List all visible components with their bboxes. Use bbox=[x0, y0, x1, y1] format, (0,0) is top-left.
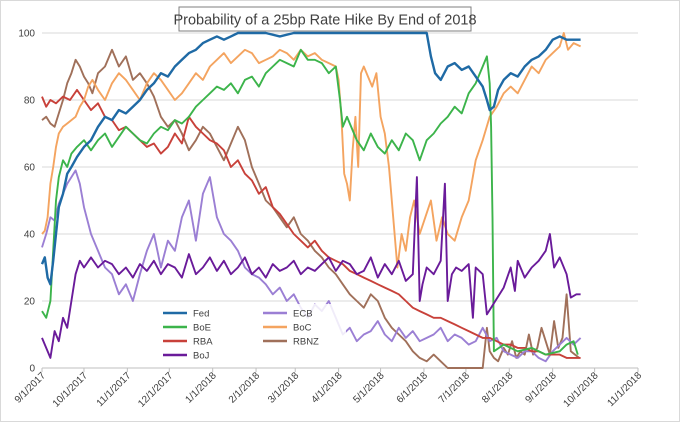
plot-area bbox=[40, 31, 582, 369]
y-tick-label: 80 bbox=[24, 96, 36, 107]
chart-title: Probability of a 25bp Rate Hike By End o… bbox=[173, 13, 476, 29]
y-tick-label: 20 bbox=[24, 297, 36, 308]
series-line-boj bbox=[41, 176, 581, 359]
legend-label-ecb: ECB bbox=[293, 309, 313, 320]
y-tick-label: 60 bbox=[24, 163, 36, 174]
series-line-rbnz bbox=[41, 48, 580, 369]
y-tick-label: 40 bbox=[24, 230, 36, 241]
y-tick-label: 100 bbox=[18, 29, 35, 40]
legend-label-boj: BoJ bbox=[193, 351, 210, 362]
series-line-fed bbox=[40, 31, 581, 286]
legend-label-fed: Fed bbox=[193, 309, 209, 320]
series-line-ecb bbox=[41, 169, 582, 363]
legend: Fed ECB BoE BoC RBA RBNZ BoJ bbox=[158, 304, 346, 362]
legend-label-boc: BoC bbox=[293, 323, 312, 334]
legend-box bbox=[158, 304, 346, 362]
legend-label-boe: BoE bbox=[193, 323, 211, 334]
y-tick-label: 0 bbox=[29, 364, 35, 375]
chart-title-box: Probability of a 25bp Rate Hike By End o… bbox=[173, 6, 477, 32]
legend-label-rbnz: RBNZ bbox=[293, 337, 319, 348]
series-line-boc bbox=[41, 32, 582, 269]
series-line-boe bbox=[41, 48, 579, 356]
legend-label-rba: RBA bbox=[193, 337, 213, 348]
